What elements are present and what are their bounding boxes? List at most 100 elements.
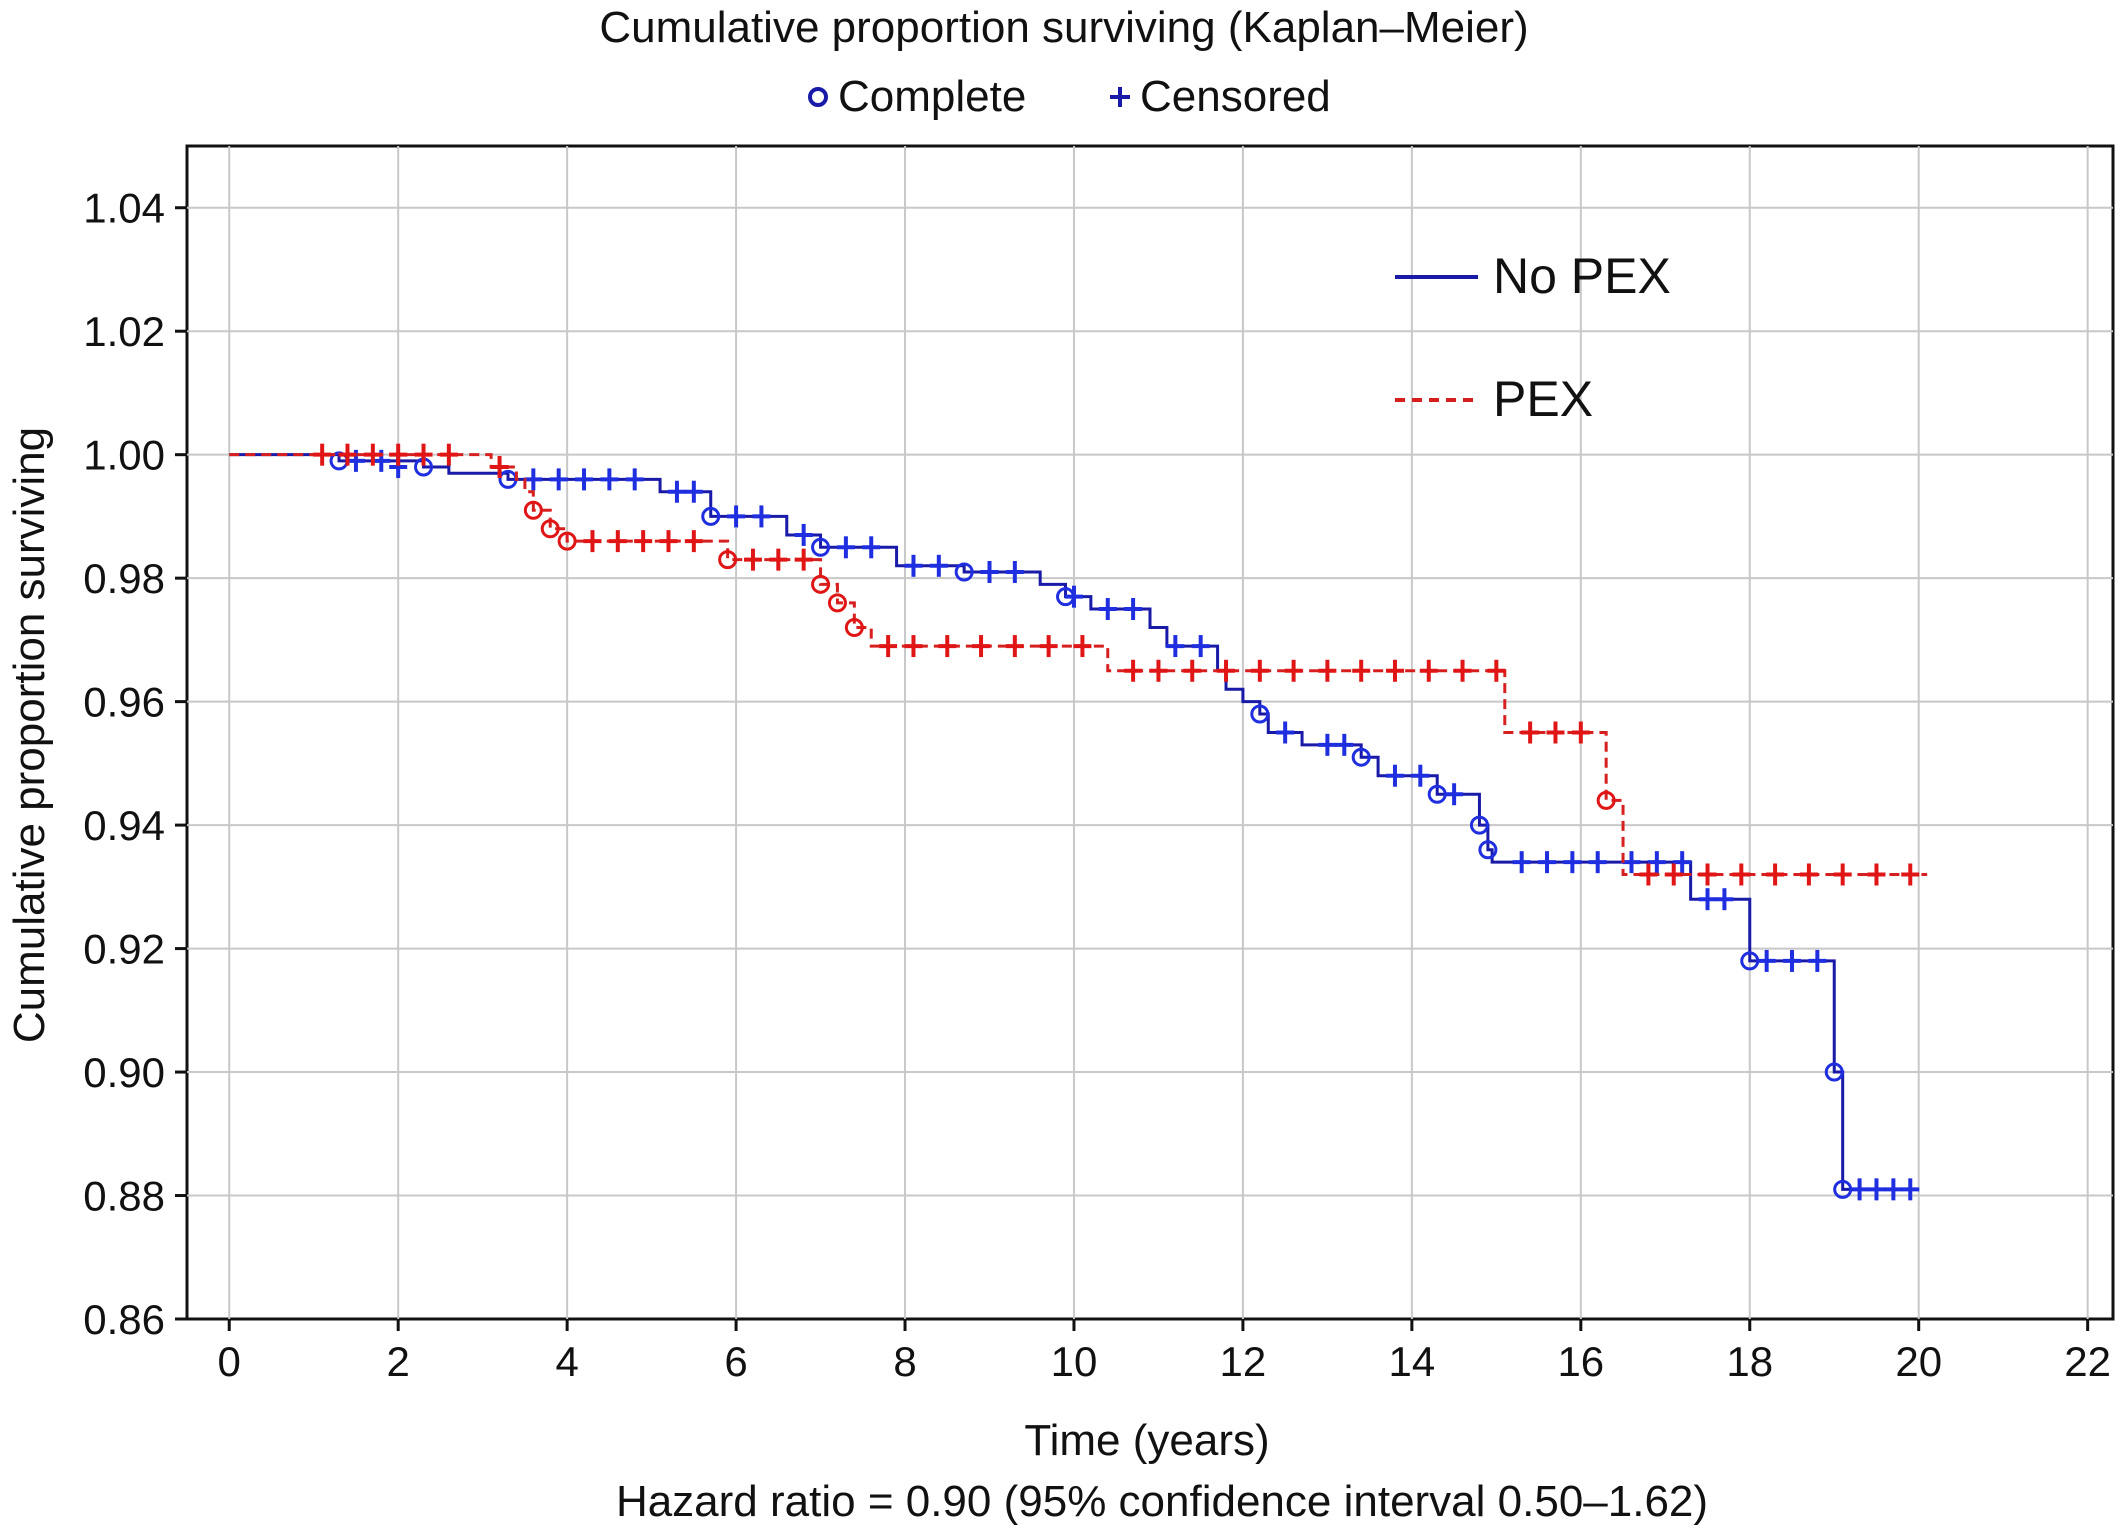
censored-marker-pex-45 [1901,863,1920,886]
complete-marker-pex-7 [1596,790,1616,810]
censored-marker-no-pex-8 [667,480,686,503]
censored-marker-pex-6 [490,456,509,479]
complete-marker-no-pex-7 [1250,704,1270,724]
complete-marker-pex-1 [540,519,560,539]
censored-marker-pex-2 [363,443,382,466]
x-tick-label-4: 4 [555,1338,578,1385]
series-legend: No PEX PEX [1395,248,1671,427]
censored-marker-no-pex-39 [1757,949,1776,972]
censored-marker-pex-13 [769,548,788,571]
censored-marker-pex-18 [972,635,991,658]
censored-marker-no-pex-30 [1512,851,1531,874]
censored-marker-pex-42 [1799,863,1818,886]
complete-marker-no-pex-12 [1740,951,1760,971]
y-tick-label-0.92: 0.92 [83,926,165,973]
series-no-pex [229,449,1920,1201]
censored-marker-pex-34 [1521,721,1540,744]
complete-marker-no-pex-5 [954,562,974,582]
censored-marker-no-pex-40 [1783,949,1801,972]
hazard-ratio-footer: Hazard ratio = 0.90 (95% confidence inte… [616,1477,1708,1526]
censored-marker-pex-15 [879,635,898,658]
censored-marker-no-pex-13 [836,536,855,559]
censored-marker-pex-40 [1732,863,1751,886]
censored-marker-pex-31 [1419,659,1438,682]
censored-marker-pex-23 [1149,659,1168,682]
censored-marker-no-pex-31 [1538,851,1557,874]
x-tick-label-18: 18 [1726,1338,1773,1385]
censored-marker-pex-33 [1487,659,1506,682]
x-tick-label-16: 16 [1557,1338,1604,1385]
censored-marker-pex-9 [634,530,653,553]
x-tick-label-2: 2 [387,1338,410,1385]
censored-marker-pex-28 [1318,659,1337,682]
censored-marker-no-pex-14 [862,536,881,559]
censored-marker-pex-1 [338,443,357,466]
y-tick-label-0.88: 0.88 [83,1173,165,1220]
censored-marker-pex-36 [1571,721,1590,744]
complete-marker-no-pex-3 [701,506,721,526]
y-tick-label-0.96: 0.96 [83,679,165,726]
y-tick-label-0.86: 0.86 [83,1296,165,1343]
censored-marker-no-pex-6 [600,468,619,491]
censored-marker-no-pex-21 [1124,598,1143,621]
censored-marker-no-pex-28 [1411,764,1430,787]
censored-marker-no-pex-7 [625,468,644,491]
censored-marker-pex-3 [389,443,408,466]
complete-marker-no-pex-6 [1056,587,1076,607]
censored-marker-pex-0 [313,443,332,466]
censored-marker-pex-24 [1183,659,1202,682]
censored-marker-pex-5 [439,443,458,466]
complete-marker-pex-3 [718,550,738,570]
censored-marker-no-pex-5 [575,468,594,491]
plot-area [185,144,2115,1321]
censored-marker-pex-20 [1039,635,1058,658]
censored-marker-no-pex-44 [1884,1178,1903,1201]
censored-marker-no-pex-20 [1098,598,1117,621]
censored-marker-pex-29 [1352,659,1371,682]
complete-marker-no-pex-8 [1351,747,1371,767]
censored-marker-no-pex-27 [1385,764,1404,787]
y-axis-ticks: 1.04 1.02 1.00 0.98 0.96 0.94 0.92 0.90 0.88 0.86 [83,185,187,1343]
censored-marker-no-pex-32 [1563,851,1582,874]
x-axis-ticks: 0 2 4 6 8 10 12 14 16 18 20 22 [218,1319,2111,1385]
marker-legend: Complete Censored [808,72,1331,121]
complete-marker-no-pex-13 [1824,1062,1844,1082]
censored-marker-pex-35 [1546,721,1565,744]
y-axis-label: Cumulative proportion surviving [5,427,54,1043]
complete-marker-no-pex-9 [1427,784,1447,804]
censored-marker-pex-39 [1698,863,1717,886]
complete-marker-pex-2 [557,531,577,551]
censored-marker-pex-25 [1217,659,1236,682]
censored-marker-no-pex-16 [929,554,948,577]
censored-marker-no-pex-4 [549,468,568,491]
y-tick-label-1.02: 1.02 [83,308,165,355]
complete-marker-no-pex-10 [1469,815,1489,835]
censored-marker-no-pex-38 [1715,888,1734,911]
censored-marker-pex-16 [904,635,923,658]
y-tick-label-1.00: 1.00 [83,432,165,479]
complete-marker-pex-4 [811,574,831,594]
censored-marker-pex-44 [1867,863,1886,886]
censored-marker-no-pex-9 [684,480,703,503]
x-tick-label-6: 6 [724,1338,747,1385]
censored-marker-no-pex-33 [1588,851,1607,874]
censored-marker-pex-21 [1073,635,1092,658]
censored-marker-pex-12 [743,548,762,571]
y-tick-label-1.04: 1.04 [83,185,165,232]
series-layer [229,443,1928,1201]
censored-marker-pex-41 [1766,863,1785,886]
censored-marker-pex-7 [583,530,602,553]
censored-marker-pex-30 [1385,659,1404,682]
censored-marker-no-pex-36 [1673,851,1692,874]
complete-marker-pex-5 [827,593,847,613]
marker-legend-complete-label: Complete [838,72,1026,121]
censored-marker-pex-32 [1453,659,1472,682]
series-line-pex [229,453,1928,876]
censored-marker-no-pex-35 [1647,851,1666,874]
x-tick-label-8: 8 [893,1338,916,1385]
censored-marker-no-pex-43 [1867,1178,1886,1201]
censored-marker-no-pex-25 [1318,733,1337,756]
censored-marker-no-pex-15 [904,554,923,577]
x-tick-label-20: 20 [1895,1338,1942,1385]
censored-marker-no-pex-3 [524,468,543,491]
